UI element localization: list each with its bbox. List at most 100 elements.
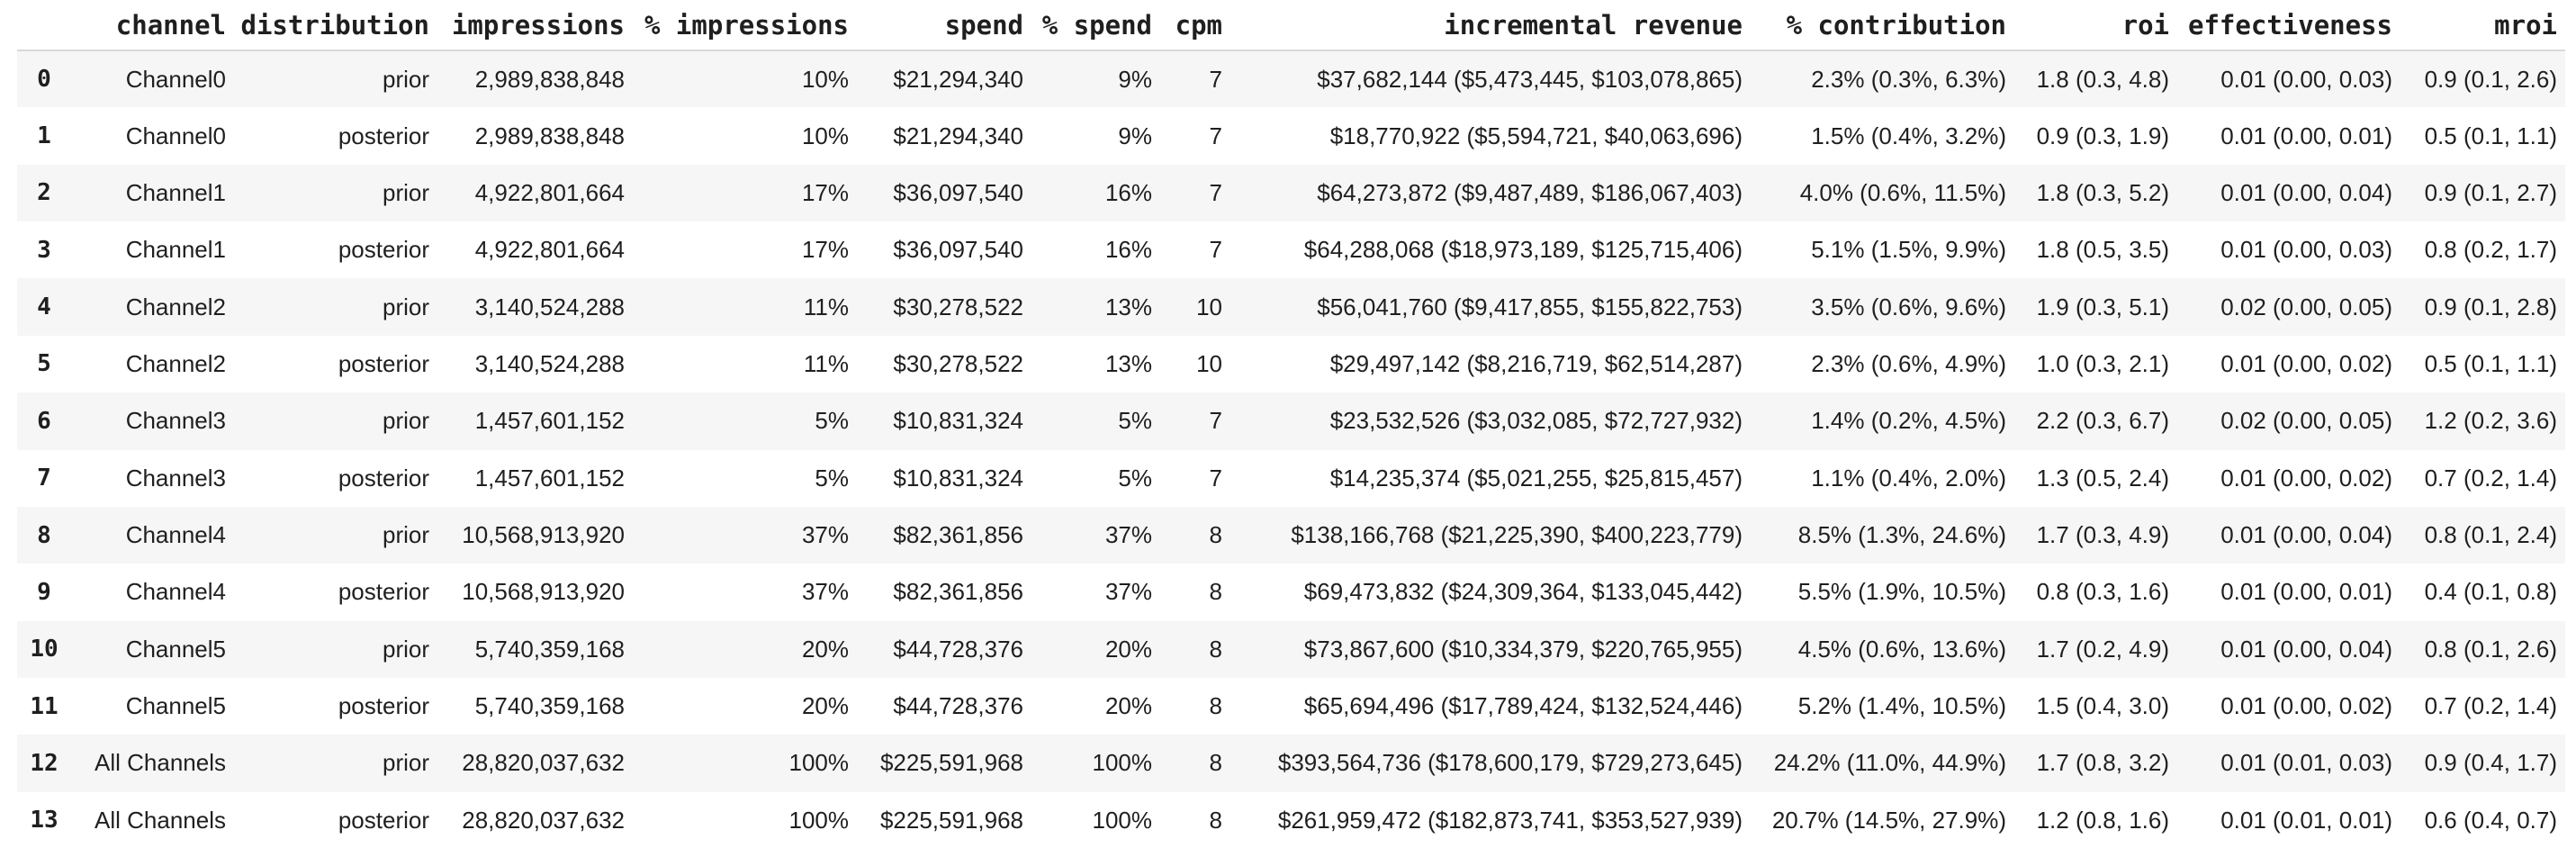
cell-spend: $44,728,376 xyxy=(893,692,1023,720)
cell-incremental-revenue: $56,041,760 ($9,417,855, $155,822,753) xyxy=(1317,293,1743,320)
row-index: 8 xyxy=(37,521,51,549)
cell-spend: $21,294,340 xyxy=(893,122,1023,149)
cell-cpm: 8 xyxy=(1209,749,1222,777)
header-roi: roi xyxy=(2006,0,2169,51)
cell-pct-spend: 100% xyxy=(1092,806,1153,834)
cell-incremental-revenue: $64,273,872 ($9,487,489, $186,067,403) xyxy=(1317,178,1743,206)
cell-roi: 0.8 (0.3, 1.6) xyxy=(2036,578,2169,606)
cell-cpm: 7 xyxy=(1209,122,1222,149)
cell-channel: Channel2 xyxy=(125,293,226,320)
cell-impressions: 1,457,601,152 xyxy=(474,464,625,492)
cell-incremental-revenue: $14,235,374 ($5,021,255, $25,815,457) xyxy=(1329,464,1743,492)
cell-pct-spend: 16% xyxy=(1104,236,1152,264)
row-index: 9 xyxy=(37,578,51,606)
header-mroi: mroi xyxy=(2392,0,2565,51)
header-pct-impressions: % impressions xyxy=(625,0,849,51)
cell-pct-spend: 5% xyxy=(1118,407,1152,435)
cell-roi: 1.2 (0.8, 1.6) xyxy=(2036,806,2169,834)
header-pct-spend: % spend xyxy=(1023,0,1152,51)
row-index: 1 xyxy=(37,122,51,150)
cell-channel: Channel1 xyxy=(125,236,226,264)
cell-distribution: prior xyxy=(382,407,429,435)
cell-pct-impressions: 11% xyxy=(803,349,849,377)
cell-pct-spend: 9% xyxy=(1118,122,1152,149)
cell-pct-contribution: 5.5% (1.9%, 10.5%) xyxy=(1797,578,2006,606)
table-row: 3 Channel1 posterior 4,922,801,664 17% $36,09… xyxy=(17,221,2565,279)
cell-roi: 2.2 (0.3, 6.7) xyxy=(2036,407,2169,435)
cell-incremental-revenue: $23,532,526 ($3,032,085, $72,727,932) xyxy=(1329,407,1743,435)
cell-channel: All Channels xyxy=(95,749,226,777)
cell-mroi: 0.9 (0.1, 2.8) xyxy=(2424,293,2557,320)
cell-cpm: 10 xyxy=(1196,349,1222,377)
cell-pct-contribution: 2.3% (0.3%, 6.3%) xyxy=(1811,65,2006,93)
cell-channel: Channel3 xyxy=(125,407,226,435)
cell-cpm: 8 xyxy=(1209,692,1222,720)
row-index: 3 xyxy=(37,236,51,264)
cell-spend: $82,361,856 xyxy=(893,521,1023,549)
cell-effectiveness: 0.01 (0.01, 0.01) xyxy=(2220,806,2392,834)
cell-mroi: 0.5 (0.1, 1.1) xyxy=(2424,122,2557,149)
table-row: 2 Channel1 prior 4,922,801,664 17% $36,097,54… xyxy=(17,164,2565,222)
cell-pct-spend: 5% xyxy=(1118,464,1152,492)
cell-effectiveness: 0.02 (0.00, 0.05) xyxy=(2220,293,2392,320)
cell-effectiveness: 0.01 (0.00, 0.03) xyxy=(2220,236,2392,264)
cell-roi: 1.3 (0.5, 2.4) xyxy=(2036,464,2169,492)
cell-pct-contribution: 4.5% (0.6%, 13.6%) xyxy=(1797,635,2006,663)
cell-effectiveness: 0.01 (0.00, 0.01) xyxy=(2220,122,2392,149)
cell-pct-contribution: 24.2% (11.0%, 44.9%) xyxy=(1773,749,2006,777)
cell-distribution: prior xyxy=(382,293,429,320)
cell-pct-contribution: 20.7% (14.5%, 27.9%) xyxy=(1771,806,2006,834)
cell-pct-impressions: 5% xyxy=(815,464,849,492)
cell-distribution: prior xyxy=(382,521,429,549)
header-impressions: impressions xyxy=(429,0,625,51)
cell-distribution: posterior xyxy=(338,122,429,149)
cell-effectiveness: 0.01 (0.00, 0.04) xyxy=(2220,635,2392,663)
cell-pct-contribution: 5.2% (1.4%, 10.5%) xyxy=(1797,692,2006,720)
cell-effectiveness: 0.01 (0.00, 0.03) xyxy=(2220,65,2392,93)
header-index xyxy=(17,0,71,51)
cell-channel: Channel4 xyxy=(125,578,226,606)
cell-incremental-revenue: $73,867,600 ($10,334,379, $220,765,955) xyxy=(1303,635,1743,663)
cell-pct-impressions: 5% xyxy=(815,407,849,435)
table-body: 0 Channel0 prior 2,989,838,848 10% $21,294,34… xyxy=(17,50,2565,848)
table-row: 1 Channel0 posterior 2,989,838,848 10% $21,29… xyxy=(17,107,2565,165)
cell-incremental-revenue: $261,959,472 ($182,873,741, $353,527,939… xyxy=(1277,806,1743,834)
cell-pct-impressions: 100% xyxy=(788,749,850,777)
cell-distribution: posterior xyxy=(338,236,429,264)
cell-channel: Channel0 xyxy=(125,65,226,93)
cell-cpm: 7 xyxy=(1209,236,1222,264)
cell-distribution: posterior xyxy=(338,806,429,834)
cell-pct-impressions: 10% xyxy=(801,65,849,93)
cell-impressions: 10,568,913,920 xyxy=(462,521,625,549)
cell-pct-contribution: 1.1% (0.4%, 2.0%) xyxy=(1811,464,2006,492)
cell-channel: Channel5 xyxy=(125,635,226,663)
cell-incremental-revenue: $64,288,068 ($18,973,189, $125,715,406) xyxy=(1303,236,1743,264)
cell-pct-impressions: 100% xyxy=(788,806,850,834)
cell-effectiveness: 0.02 (0.00, 0.05) xyxy=(2220,407,2392,435)
cell-distribution: prior xyxy=(382,178,429,206)
cell-pct-spend: 9% xyxy=(1118,65,1152,93)
cell-pct-impressions: 20% xyxy=(801,635,849,663)
cell-cpm: 7 xyxy=(1209,464,1222,492)
cell-impressions: 4,922,801,664 xyxy=(474,178,625,206)
header-channel: channel xyxy=(71,0,226,51)
cell-mroi: 0.9 (0.1, 2.6) xyxy=(2424,65,2557,93)
cell-impressions: 2,989,838,848 xyxy=(474,65,625,93)
cell-pct-impressions: 20% xyxy=(801,692,849,720)
table-row: 6 Channel3 prior 1,457,601,152 5% $10,831,324… xyxy=(17,392,2565,450)
table-row: 12 All Channels prior 28,820,037,632 100% $22… xyxy=(17,735,2565,792)
cell-channel: All Channels xyxy=(95,806,226,834)
cell-roi: 1.8 (0.5, 3.5) xyxy=(2036,236,2169,264)
cell-pct-impressions: 37% xyxy=(801,521,849,549)
cell-roi: 1.7 (0.3, 4.9) xyxy=(2036,521,2169,549)
cell-pct-contribution: 4.0% (0.6%, 11.5%) xyxy=(1799,178,2006,206)
cell-cpm: 8 xyxy=(1209,521,1222,549)
header-incremental-revenue: incremental revenue xyxy=(1222,0,1743,51)
cell-distribution: posterior xyxy=(338,578,429,606)
cell-distribution: prior xyxy=(382,749,429,777)
cell-distribution: prior xyxy=(382,65,429,93)
cell-impressions: 3,140,524,288 xyxy=(474,293,625,320)
cell-cpm: 8 xyxy=(1209,635,1222,663)
cell-mroi: 0.4 (0.1, 0.8) xyxy=(2424,578,2557,606)
row-index: 10 xyxy=(30,636,59,663)
